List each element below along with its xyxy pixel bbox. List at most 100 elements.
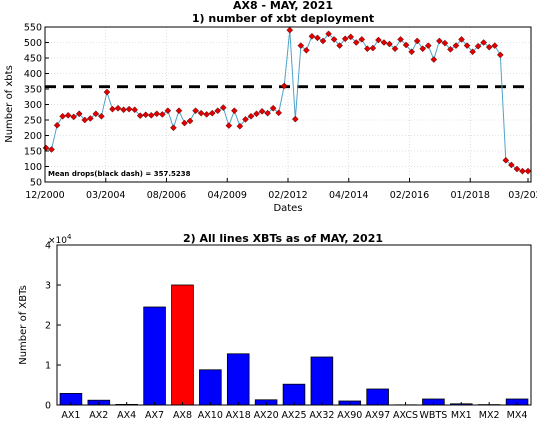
- chart1-data-point: [247, 112, 255, 120]
- chart1-data-point: [214, 107, 222, 115]
- chart1-data-point: [269, 104, 277, 112]
- chart1-data-point: [92, 110, 100, 118]
- chart1-data-point: [208, 109, 216, 117]
- chart1-ytick-label: 400: [24, 69, 42, 80]
- chart2-xtick-label: AX2: [89, 410, 108, 421]
- chart1-y-axis: 50 100 150 200 250 300 350 400 450 500 550: [24, 23, 49, 189]
- chart1-data-point: [347, 33, 355, 41]
- chart2-ylabel: Number of XBTs: [18, 285, 29, 365]
- chart1-xtick-label: 01/2018: [451, 190, 490, 201]
- chart1-xtick-label: 02/2012: [268, 190, 307, 201]
- chart2-xtick-label: MX2: [479, 410, 500, 421]
- chart2-xtick-label: MX4: [507, 410, 528, 421]
- chart2-y-multiplier-base: ×10: [48, 236, 67, 246]
- chart2-xtick-label: AXCS: [393, 410, 418, 421]
- chart1-data-point: [231, 107, 238, 115]
- chart1-ytick-label: 500: [24, 38, 42, 49]
- chart1-data-point: [75, 110, 83, 118]
- chart2-title: 2) All lines XBTs as of MAY, 2021: [183, 232, 383, 245]
- chart2-xtick-label: AX8: [173, 410, 192, 421]
- chart1-data-point: [170, 124, 177, 132]
- chart1-xlabel: Dates: [273, 203, 302, 214]
- chart1-x-axis: 12/2000 03/2004 08/2006 04/2009 02/2012 04/20…: [25, 178, 537, 201]
- chart2-xtick-label: MX1: [451, 410, 472, 421]
- chart1-data-point: [53, 121, 61, 129]
- chart1-gridlines: [45, 27, 531, 182]
- chart1-data-point: [147, 111, 155, 119]
- chart1-data-point: [164, 107, 172, 115]
- chart1-data-point: [458, 36, 465, 43]
- chart1-ytick-label: 200: [24, 131, 42, 142]
- chart1-data-point: [59, 112, 66, 120]
- chart1-ytick-label: 550: [24, 23, 42, 34]
- chart1-data-point: [225, 122, 233, 129]
- chart1-data-point: [508, 161, 515, 169]
- chart1-data-point: [297, 42, 305, 49]
- chart2-bar: [143, 306, 166, 406]
- chart1-data-point: [197, 109, 205, 117]
- chart1-data-point: [336, 42, 343, 49]
- chart1-xtick-label: 12/2000: [25, 190, 64, 201]
- chart2-x-axis: AX1 AX2 AX4 AX7 AX8 AX10 AX18 AX20 AX25 AX32 AX90 A…: [61, 402, 527, 421]
- chart1-ytick-label: 100: [24, 162, 42, 173]
- chart2-plot-frame: [56, 244, 532, 406]
- chart2-xtick-label: AX20: [254, 410, 279, 421]
- chart1-data-point: [131, 106, 138, 114]
- chart1-data-point: [242, 116, 249, 123]
- chart1-data-point: [264, 109, 271, 117]
- chart1-data-point: [402, 41, 410, 49]
- chart1-ytick-label: 450: [24, 54, 42, 65]
- chart2-ytick-label: 4: [45, 241, 51, 252]
- chart1-data-point: [203, 111, 211, 118]
- chart2-ytick-label: 0: [45, 401, 51, 412]
- chart1-data-point: [303, 46, 310, 54]
- chart1-xtick-label: 03/2004: [86, 190, 125, 201]
- chart1-data-point: [308, 32, 316, 40]
- chart2-xtick-label: AX18: [226, 410, 251, 421]
- chart1-data-point: [275, 109, 283, 117]
- chart1-data-point: [463, 42, 471, 49]
- chart1-data-point: [109, 105, 116, 113]
- chart2-bar: [199, 369, 222, 406]
- chart2-y-axis: 0 1 2 3 4: [45, 241, 61, 412]
- chart1-data-point: [175, 107, 183, 115]
- chart1-ylabel: Number of xbts: [4, 65, 15, 143]
- chart1-xtick-label: 04/2009: [208, 190, 247, 201]
- chart1-data-point: [430, 56, 438, 63]
- chart2-xtick-label: AX90: [337, 410, 362, 421]
- chart1-data-point: [120, 106, 127, 114]
- chart1-xtick-label: 04/2014: [329, 190, 368, 201]
- chart1-data-point: [81, 116, 89, 124]
- chart1-ytick-label: 300: [24, 100, 42, 111]
- chart2-ytick-label: 3: [45, 281, 51, 292]
- chart1-data-point: [424, 42, 432, 49]
- chart1-data-point: [186, 117, 194, 125]
- chart1-xtick-label: 08/2006: [147, 190, 186, 201]
- chart1-data-point: [408, 48, 416, 56]
- chart1-data-point: [369, 44, 377, 52]
- chart1-data-point: [114, 104, 122, 112]
- chart1-xtick-label: 02/2016: [390, 190, 429, 201]
- chart1-data-point: [103, 88, 111, 96]
- chart2-xtick-label: AX1: [61, 410, 80, 421]
- chart1-data-point: [447, 45, 454, 53]
- chart2-bar: [310, 356, 334, 406]
- chart2-bar: [226, 353, 250, 406]
- chart1-data-point: [363, 45, 371, 53]
- chart1-ytick-label: 250: [24, 116, 42, 127]
- chart2-xtick-label: AX32: [309, 410, 334, 421]
- chart2-bar: [282, 383, 306, 406]
- chart2-y-multiplier-exponent: 4: [67, 233, 72, 241]
- chart1-data-point: [480, 39, 488, 46]
- chart1-data-point: [386, 40, 393, 48]
- chart1-data-point: [375, 36, 382, 44]
- chart1-data-point: [42, 144, 50, 152]
- chart1-data-point: [524, 167, 532, 175]
- chart1-data-point: [380, 39, 388, 46]
- chart1-data-point: [413, 37, 421, 45]
- chart1-data-point: [474, 42, 482, 50]
- chart1-data-point: [441, 39, 449, 47]
- chart1-data-layer: [42, 26, 532, 175]
- chart1-data-point: [158, 111, 166, 118]
